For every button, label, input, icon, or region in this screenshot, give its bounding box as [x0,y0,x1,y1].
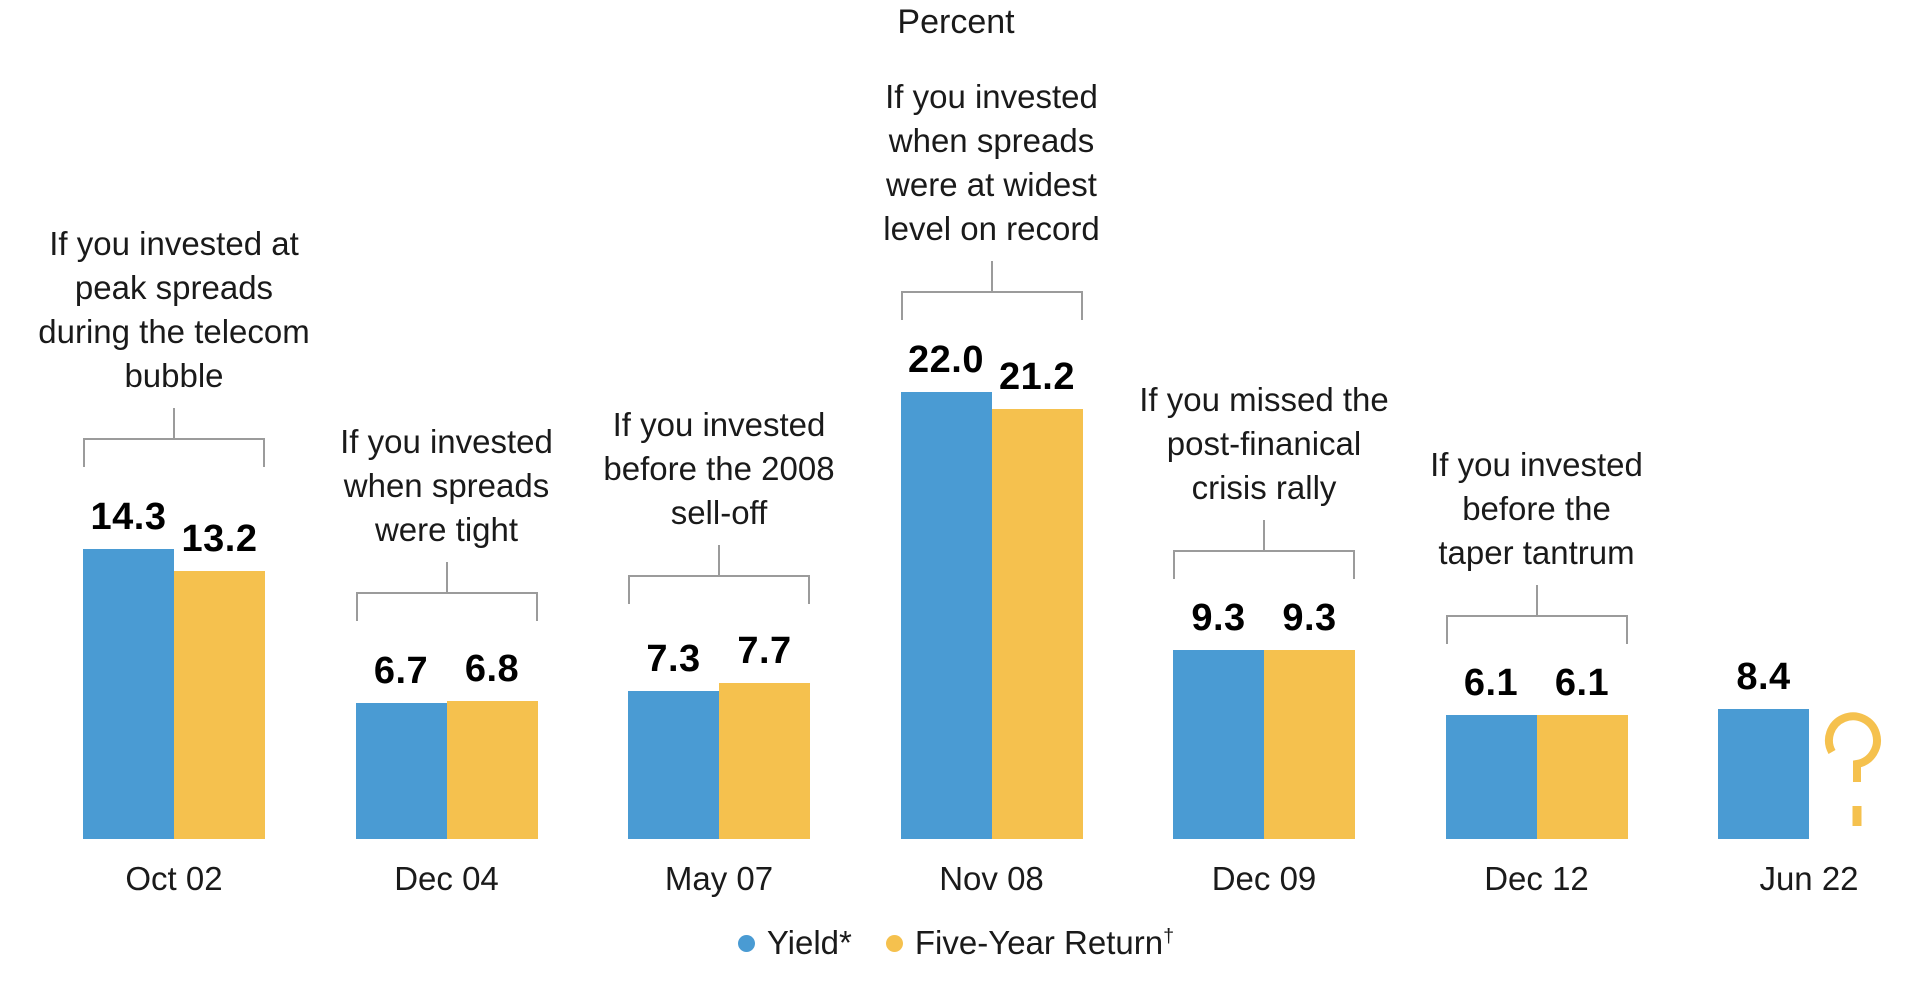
bracket-tick-right [1080,291,1083,320]
legend-item-yield: Yield* [737,924,852,962]
bracket-tick-left [355,592,358,621]
annotation-dec-04: If you invested when spreads were tight [207,420,687,552]
bracket-stem [990,261,993,291]
bracket-horizontal [1173,550,1355,552]
category-label-nov-08: Nov 08 [939,860,1044,897]
bracket-stem [718,545,720,575]
value-label-five-year-return-may-07: 7.7 [737,630,792,672]
bracket-tick-right [1625,615,1628,644]
annotation-line: during the telecom [38,313,310,350]
bar-yield-may-07 [628,691,719,839]
bar-yield-nov-08 [900,392,992,839]
dagger-footnote-mark: † [1163,925,1175,947]
annotation-dec-12: If you invested before the taper tantrum [1297,443,1777,575]
bracket-horizontal [628,575,810,577]
chart-title: Percent [897,3,1015,41]
annotation-line: post-finanical [1166,425,1362,462]
annotation-line: sell-off [670,494,768,531]
annotation-oct-02: If you invested at peak spreads during the… [0,222,414,398]
bracket-tick-right [808,575,810,604]
value-label-yield-oct-02: 14.3 [90,496,167,538]
yield-legend-dot-icon [737,934,755,952]
legend-label-five-year-return: Five-Year Return† [914,924,1175,961]
value-label-yield-may-07: 7.3 [646,638,701,680]
annotation-line: when spreads [888,122,1095,159]
category-label-jun-22: Jun 22 [1759,860,1859,897]
category-label-dec-09: Dec 09 [1211,860,1317,897]
annotation-line: when spreads [343,467,550,504]
value-label-five-year-return-oct-02: 13.2 [181,518,258,560]
question-mark-icon [1824,712,1881,826]
value-label-yield-dec-04: 6.7 [373,650,429,692]
annotation-line: If you missed the [1139,381,1389,418]
annotation-dec-09: If you missed the post-finanical crisis ra… [1024,378,1504,510]
bracket-horizontal [900,291,1083,293]
bar-yield-oct-02 [83,549,174,839]
bar-five-year-return-dec-09 [1264,650,1355,839]
annotation-line: level on record [883,210,1100,247]
annotation-line: If you invested [340,423,553,460]
bar-yield-dec-04 [355,703,447,839]
annotation-line: crisis rally [1191,469,1337,506]
bar-yield-jun-22 [1718,709,1809,839]
bar-five-year-return-nov-08 [991,409,1083,839]
value-label-yield-nov-08: 22.0 [908,339,984,381]
value-label-five-year-return-dec-12: 6.1 [1554,662,1610,704]
value-label-yield-dec-09: 9.3 [1191,597,1246,639]
legend: Yield* Five-Year Return† [0,924,1912,962]
annotation-line: taper tantrum [1438,534,1635,571]
category-label-dec-12: Dec 12 [1484,860,1589,897]
bracket-tick-left [83,438,85,467]
bracket-tick-left [1173,550,1175,579]
five-year-return-legend-dot-icon [885,934,903,952]
bar-five-year-return-may-07 [719,683,810,839]
annotation-line: bubble [124,357,224,394]
annotation-line: were tight [374,511,519,548]
annotation-line: before the 2008 [603,450,835,487]
bar-yield-dec-09 [1173,650,1264,839]
value-label-five-year-return-dec-09: 9.3 [1282,597,1337,639]
bracket-tick-left [900,291,903,320]
annotation-line: peak spreads [74,269,274,306]
bracket-stem [1535,585,1538,615]
bracket-stem [445,562,448,592]
annotation-line: If you invested [885,78,1098,115]
bracket-horizontal [1445,615,1628,617]
bracket-tick-left [628,575,630,604]
category-label-oct-02: Oct 02 [125,860,223,897]
category-label-may-07: May 07 [664,860,774,897]
annotation-line: If you invested at [49,225,299,262]
annotation-nov-08: If you invested when spreads were at wides… [752,75,1232,251]
bracket-tick-left [1445,615,1448,644]
bar-five-year-return-dec-12 [1536,715,1628,839]
bracket-tick-right [263,438,265,467]
category-label-dec-04: Dec 04 [394,860,499,897]
annotation-line: If you invested [1430,446,1643,483]
bracket-tick-right [1353,550,1355,579]
legend-item-five-year-return: Five-Year Return† [885,924,1175,962]
value-label-five-year-return-nov-08: 21.2 [999,356,1075,398]
annotation-line: before the [1462,490,1611,527]
bracket-stem [1263,520,1265,550]
annotation-line: were at widest [886,166,1097,203]
bracket-horizontal [355,592,538,594]
bracket-horizontal [83,438,265,440]
annotation-may-07: If you invested before the 2008 sell-off [479,403,959,535]
bar-five-year-return-oct-02 [174,571,265,839]
bar-yield-dec-12 [1445,715,1537,839]
value-label-yield-dec-12: 6.1 [1463,662,1519,704]
bracket-stem [173,408,175,438]
bar-five-year-return-dec-04 [446,701,538,839]
annotation-line: If you invested [612,406,826,443]
value-label-five-year-return-dec-04: 6.8 [464,648,520,690]
legend-label-yield: Yield* [766,924,852,961]
bracket-tick-right [535,592,538,621]
value-label-yield-jun-22: 8.4 [1736,656,1791,698]
